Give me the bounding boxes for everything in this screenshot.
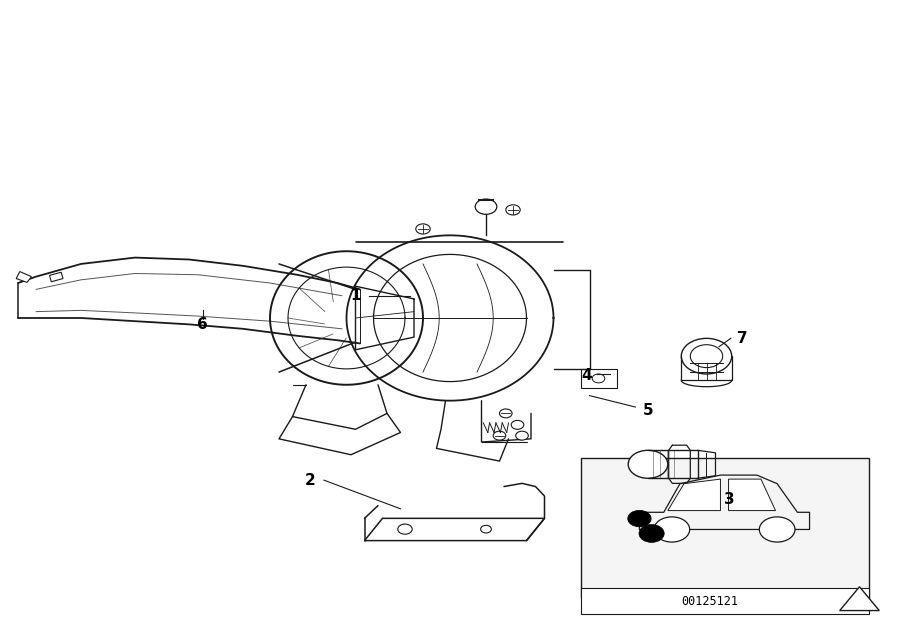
Text: 1: 1 [350,288,361,303]
Circle shape [516,431,528,440]
Bar [580,588,868,614]
Circle shape [681,338,732,374]
Circle shape [500,409,512,418]
Circle shape [475,199,497,214]
Polygon shape [50,272,63,282]
Text: 6: 6 [197,317,208,332]
Polygon shape [364,518,544,541]
Circle shape [493,431,506,440]
Circle shape [760,517,795,542]
Text: 2: 2 [305,473,316,488]
Circle shape [416,224,430,234]
Circle shape [639,525,664,543]
Polygon shape [16,272,32,282]
Bar [580,369,616,388]
Text: 7: 7 [737,331,748,347]
Circle shape [654,517,689,542]
Circle shape [511,420,524,429]
Polygon shape [729,479,776,511]
Bar [580,458,868,598]
Polygon shape [668,479,721,511]
Text: 5: 5 [643,403,653,418]
Circle shape [506,205,520,215]
Circle shape [628,450,668,478]
Text: 00125121: 00125121 [681,595,739,607]
Polygon shape [840,587,879,611]
Circle shape [628,510,652,527]
Text: 4: 4 [581,368,592,383]
Text: 3: 3 [724,492,734,507]
